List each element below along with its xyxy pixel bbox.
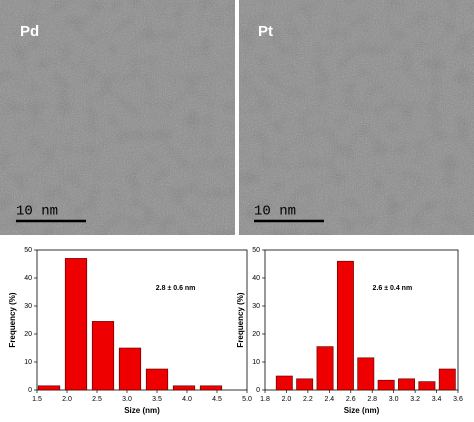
bar: [316, 346, 334, 391]
bar: [275, 375, 293, 391]
bar: [398, 378, 415, 391]
bar: [145, 368, 169, 391]
y-tick-label: 0: [28, 387, 32, 394]
x-tick-label: 5.0: [242, 396, 252, 403]
y-tick-label: 30: [252, 303, 260, 310]
x-tick-label: 4.5: [212, 396, 222, 403]
bar: [296, 378, 314, 391]
bar: [336, 260, 354, 391]
image-label: Pt: [258, 23, 273, 40]
annotation: 2.8 ± 0.6 nm: [156, 285, 196, 292]
bar: [64, 258, 88, 391]
x-tick-label: 3.0: [122, 396, 132, 403]
x-tick-label: 3.5: [152, 396, 162, 403]
x-tick-label: 4.0: [182, 396, 192, 403]
bar: [199, 385, 223, 391]
tem-image: [239, 0, 474, 235]
bar: [438, 368, 456, 391]
x-tick-label: 1.5: [32, 396, 42, 403]
x-axis-label: Size (nm): [124, 406, 160, 415]
bar: [418, 381, 436, 391]
x-tick-label: 2.4: [324, 396, 334, 403]
y-tick-label: 0: [256, 387, 260, 394]
y-tick-label: 30: [24, 303, 32, 310]
x-tick-label: 2.6: [346, 396, 356, 403]
x-tick-label: 3.4: [432, 396, 442, 403]
y-axis-label: Frequency (%): [236, 292, 245, 347]
bar: [377, 379, 395, 391]
x-tick-label: 3.6: [453, 396, 463, 403]
x-tick-label: 2.5: [92, 396, 102, 403]
y-tick-label: 50: [24, 247, 32, 254]
y-tick-label: 20: [252, 331, 260, 338]
image-label: Pd: [20, 23, 39, 40]
x-tick-label: 2.0: [62, 396, 72, 403]
annotation: 2.6 ± 0.4 nm: [373, 285, 413, 292]
y-axis-label: Frequency (%): [8, 292, 17, 347]
y-tick-label: 10: [252, 359, 260, 366]
scale-bar-label: 10 nm: [16, 204, 58, 220]
x-tick-label: 3.0: [389, 396, 399, 403]
x-tick-label: 2.8: [367, 396, 377, 403]
bar: [118, 347, 142, 391]
x-tick-label: 1.8: [260, 396, 270, 403]
x-tick-label: 3.2: [410, 396, 420, 403]
x-tick-label: 2.0: [282, 396, 292, 403]
y-tick-label: 10: [24, 359, 32, 366]
bar: [37, 385, 61, 391]
bar: [172, 385, 196, 391]
y-tick-label: 50: [252, 247, 260, 254]
y-tick-label: 20: [24, 331, 32, 338]
y-tick-label: 40: [252, 275, 260, 282]
tem-image: [0, 0, 235, 235]
plot-frame: [36, 249, 248, 391]
x-tick-label: 2.2: [303, 396, 313, 403]
bar: [91, 321, 115, 391]
x-axis-label: Size (nm): [344, 406, 380, 415]
y-tick-label: 40: [24, 275, 32, 282]
bar: [357, 357, 375, 391]
scale-bar-label: 10 nm: [254, 204, 296, 220]
